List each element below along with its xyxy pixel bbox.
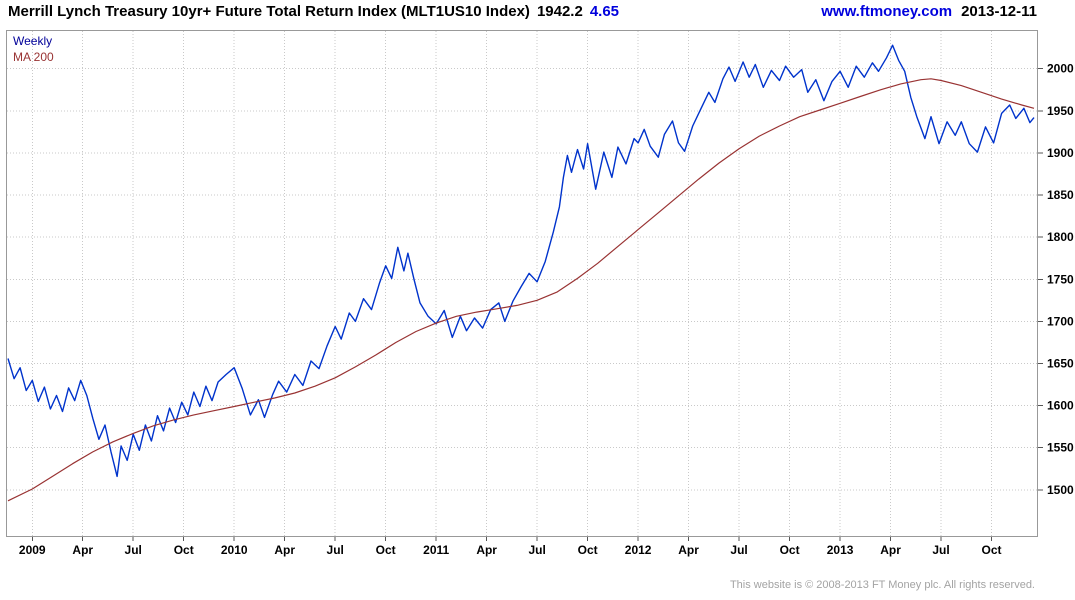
- last-value: 1942.2: [536, 3, 583, 20]
- footer-copyright: This website is © 2008-2013 FT Money plc…: [729, 579, 1035, 591]
- x-axis-label: Oct: [982, 543, 1002, 557]
- y-axis-label: 1700: [1047, 314, 1074, 328]
- x-axis-label: Jul: [932, 543, 949, 557]
- x-axis-label: Jul: [125, 543, 142, 557]
- chart-legend: Weekly MA 200: [13, 33, 54, 65]
- x-axis-label: 2010: [221, 543, 248, 557]
- x-axis-label: Oct: [376, 543, 396, 557]
- chart-area: 1500 1550 1600 1650 1700 1750 1800 1850 1900 1950…: [6, 30, 1075, 562]
- title-group: Merrill Lynch Treasury 10yr+ Future Tota…: [8, 3, 626, 20]
- x-axis-label: Apr: [678, 543, 699, 557]
- change-value: 4.65: [589, 3, 620, 20]
- y-axis-label: 1800: [1047, 230, 1074, 244]
- x-axis-label: 2013: [827, 543, 854, 557]
- y-axis-label: 1850: [1047, 188, 1074, 202]
- website-link[interactable]: www.ftmoney.com: [821, 3, 953, 20]
- y-axis-label: 1650: [1047, 357, 1074, 371]
- x-axis-label: Oct: [780, 543, 800, 557]
- x-axis-label: Apr: [72, 543, 93, 557]
- x-axis-label: Apr: [476, 543, 497, 557]
- page-title: Merrill Lynch Treasury 10yr+ Future Tota…: [8, 3, 530, 20]
- date-label: 2013-12-11: [961, 3, 1037, 20]
- x-axis-label: 2009: [19, 543, 46, 557]
- source-group: www.ftmoney.com 2013-12-11: [812, 3, 1037, 20]
- x-axis-label: Jul: [327, 543, 344, 557]
- y-axis-label: 1950: [1047, 104, 1074, 118]
- x-axis-label: Apr: [274, 543, 295, 557]
- chart-header: Merrill Lynch Treasury 10yr+ Future Tota…: [8, 3, 1037, 20]
- x-axis-label: Oct: [578, 543, 598, 557]
- y-axis-label: 1500: [1047, 483, 1074, 497]
- x-axis-label: 2011: [423, 543, 449, 557]
- x-axis-label: 2012: [625, 543, 652, 557]
- legend-weekly: Weekly: [13, 34, 53, 48]
- y-axis-label: 1900: [1047, 146, 1074, 160]
- y-axis-label: 1550: [1047, 441, 1074, 455]
- x-axis-label: Oct: [174, 543, 194, 557]
- y-axis-label: 2000: [1047, 62, 1074, 76]
- chart-canvas: 1500 1550 1600 1650 1700 1750 1800 1850 1900 1950…: [6, 30, 1074, 557]
- y-axis-label: 1600: [1047, 399, 1074, 413]
- x-axis-label: Jul: [528, 543, 545, 557]
- legend-ma200: MA 200: [13, 50, 54, 64]
- x-axis-label: Jul: [730, 543, 747, 557]
- x-axis-label: Apr: [880, 543, 901, 557]
- y-axis-label: 1750: [1047, 272, 1074, 286]
